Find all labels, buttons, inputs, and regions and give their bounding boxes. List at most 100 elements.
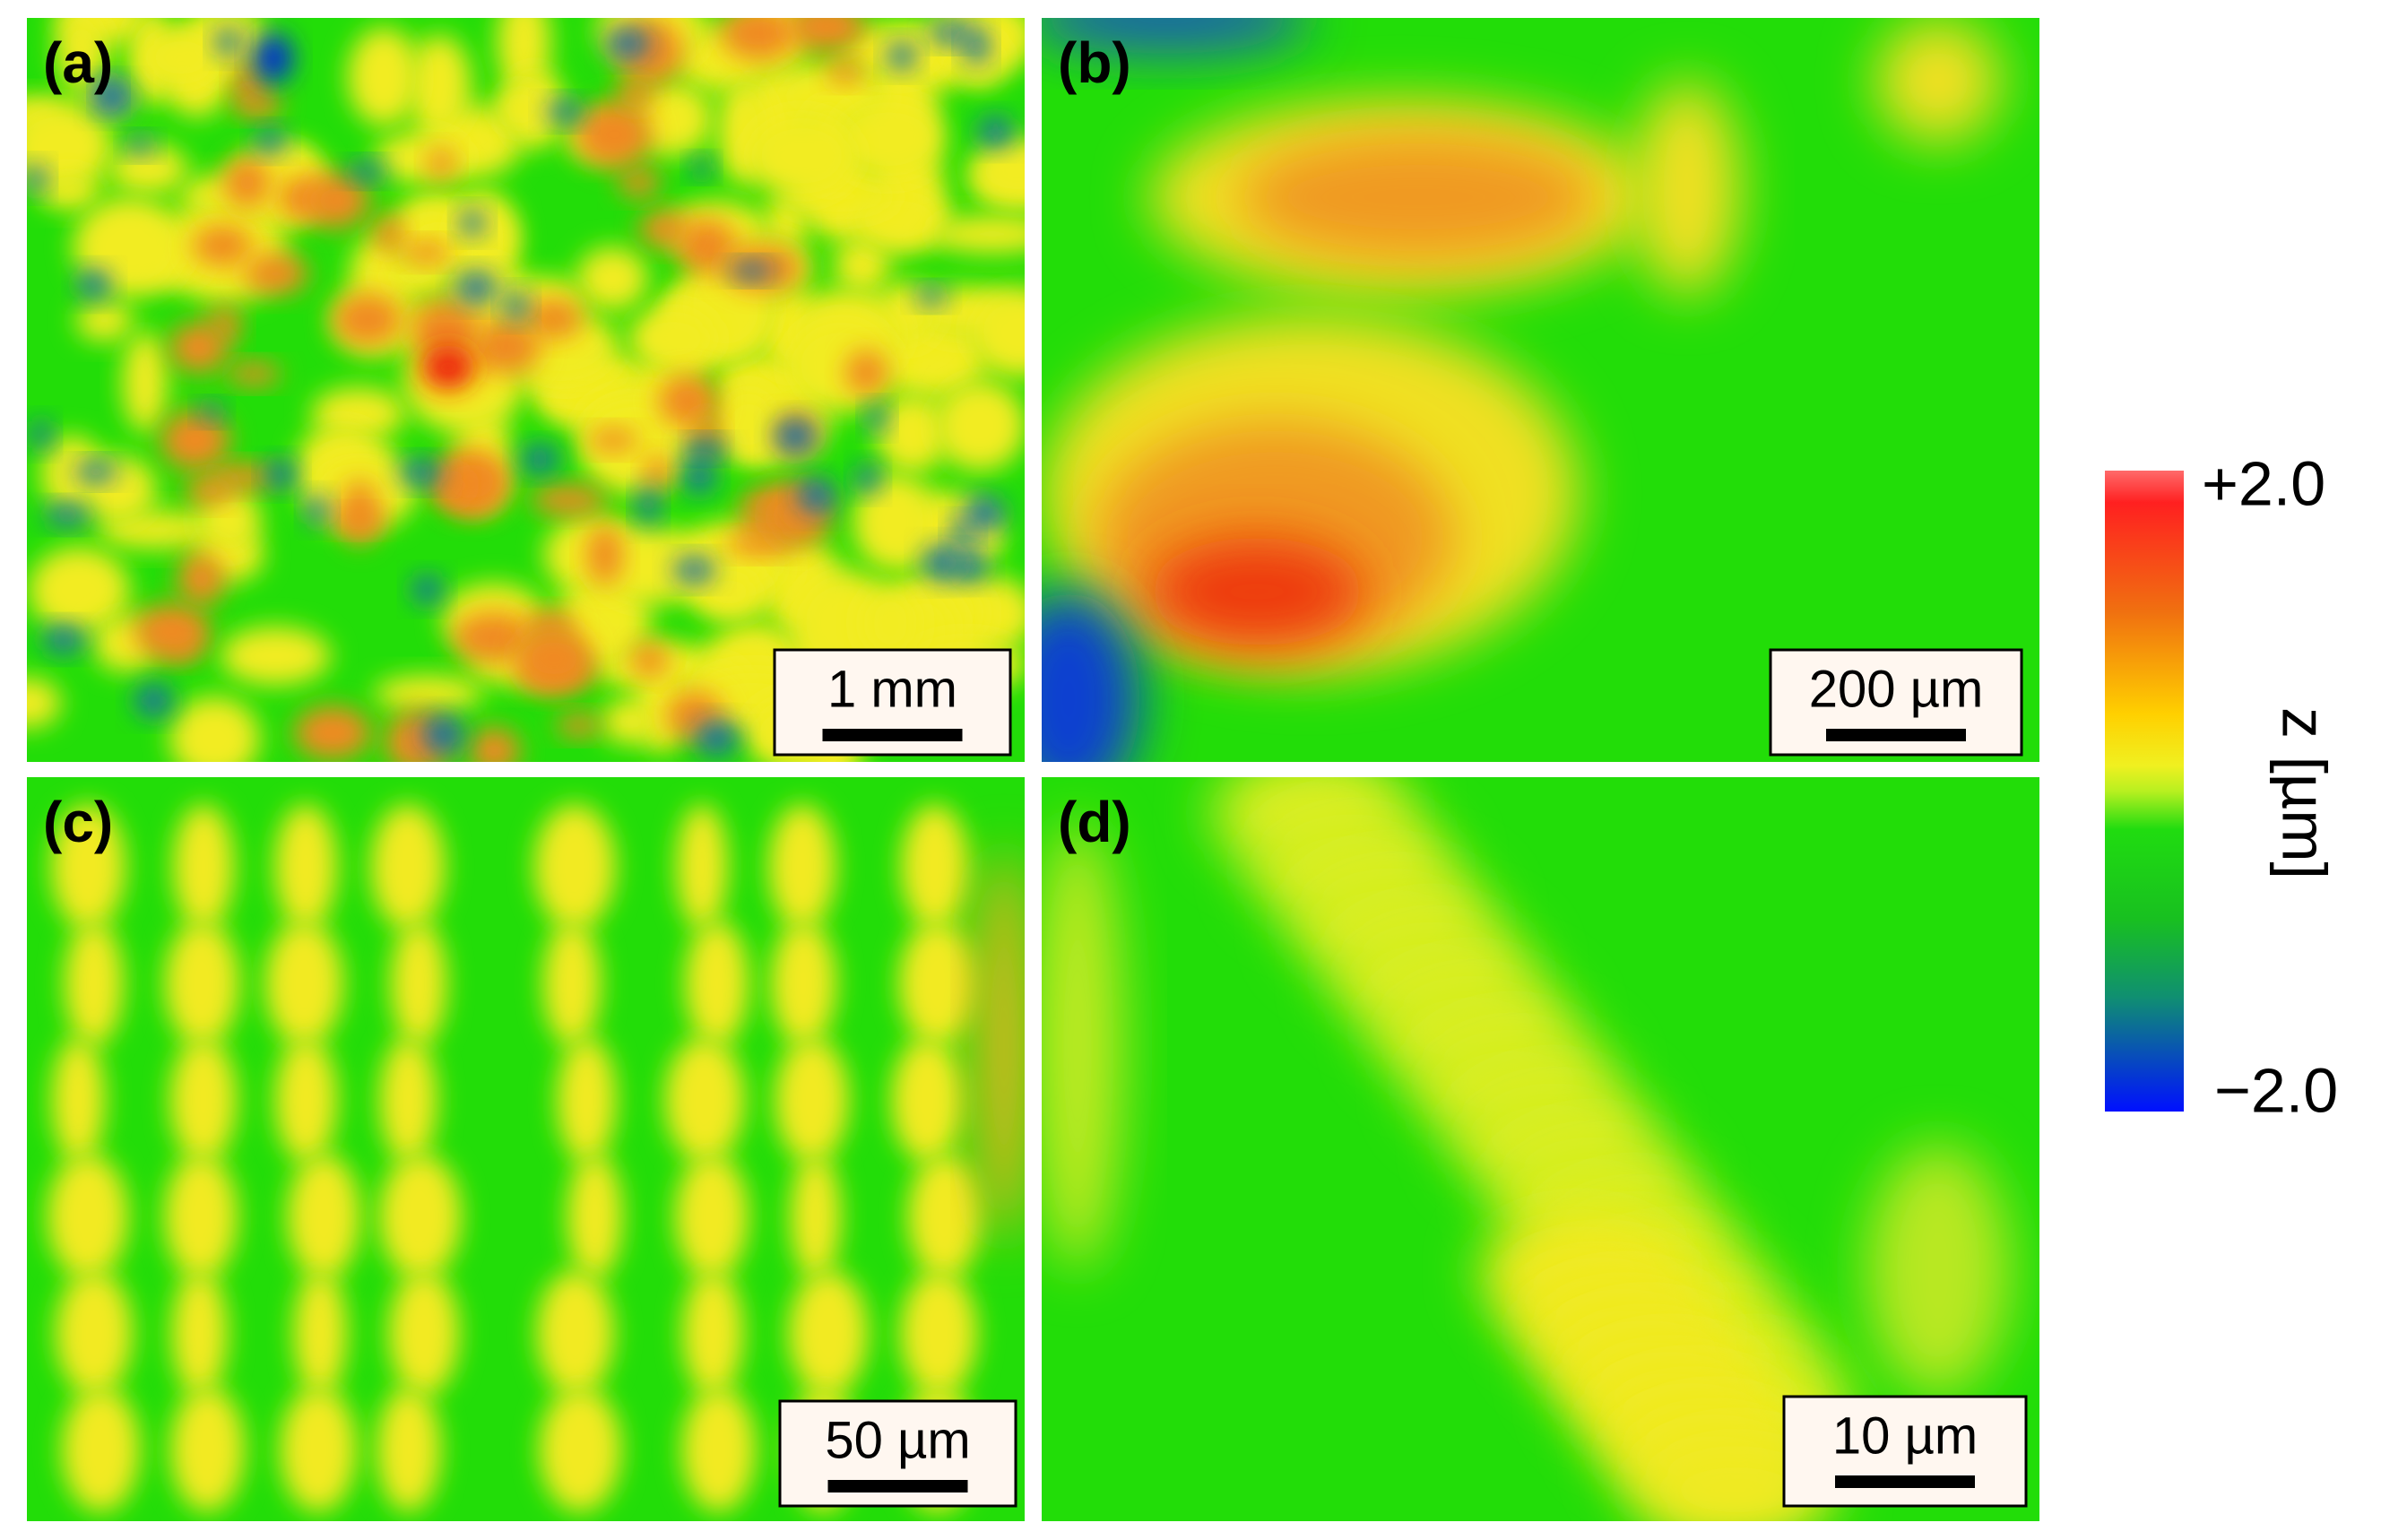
height-feature (859, 584, 922, 662)
height-feature (852, 473, 938, 572)
height-feature (797, 478, 836, 514)
height-map: (c) (27, 777, 1025, 1521)
height-feature (951, 550, 988, 582)
height-feature (605, 27, 650, 59)
height-feature (287, 1154, 360, 1279)
height-feature (827, 60, 864, 84)
height-feature (695, 720, 739, 757)
height-feature (411, 575, 443, 605)
height-feature (682, 438, 728, 459)
colorbar-max: +2.0 (2202, 448, 2325, 518)
height-feature (676, 804, 728, 930)
height-feature (108, 143, 188, 195)
height-feature (215, 27, 241, 57)
height-feature (495, 88, 546, 130)
height-feature (255, 128, 286, 154)
height-feature (503, 291, 530, 321)
height-feature (341, 480, 378, 545)
colorbar-label: z [µm] (2270, 707, 2340, 879)
height-feature (192, 225, 253, 266)
height-feature (280, 1387, 357, 1512)
height-feature (1042, 18, 1311, 54)
height-feature (55, 18, 108, 92)
height-feature (169, 696, 260, 762)
height-feature (968, 286, 1025, 378)
height-feature (775, 1037, 849, 1163)
panel-label: (c) (43, 790, 113, 854)
height-feature (1866, 1145, 2010, 1396)
height-feature (377, 1387, 441, 1512)
height-feature (628, 307, 717, 371)
height-feature (472, 318, 541, 375)
height-feature (61, 1387, 140, 1512)
height-feature (833, 236, 891, 294)
height-feature (51, 1037, 106, 1163)
height-feature (379, 1154, 462, 1279)
height-feature (169, 322, 228, 373)
height-feature (1239, 134, 1597, 260)
height-feature (421, 345, 475, 390)
height-feature (164, 1154, 238, 1279)
height-feature (264, 921, 343, 1046)
height-feature (725, 533, 796, 556)
height-feature (399, 460, 443, 486)
height-feature (770, 921, 837, 1046)
height-feature (220, 627, 331, 686)
height-feature (977, 849, 1025, 1243)
scale-bar (827, 1480, 968, 1492)
height-feature (388, 1270, 460, 1396)
scale-bar-box (773, 648, 1012, 757)
height-feature (720, 18, 797, 61)
height-feature (1875, 18, 2001, 143)
height-feature (56, 1270, 133, 1396)
height-feature (929, 22, 974, 46)
height-feature (44, 504, 91, 526)
height-feature (539, 1387, 622, 1512)
height-feature (402, 241, 451, 264)
height-feature (39, 171, 100, 210)
height-feature (730, 262, 774, 281)
colorbar-gradient (2105, 471, 2184, 1112)
height-feature (28, 547, 130, 635)
height-feature (347, 27, 420, 127)
height-feature (521, 445, 559, 474)
colorbar-min: −2.0 (2214, 1055, 2338, 1125)
height-feature (676, 218, 737, 274)
panel-label: (b) (1058, 30, 1131, 95)
height-feature (333, 293, 403, 346)
height-feature (746, 113, 857, 199)
height-feature (122, 331, 168, 433)
height-feature (468, 727, 520, 762)
height-feature (274, 1037, 338, 1163)
height-feature (768, 804, 836, 930)
height-feature (377, 254, 455, 299)
height-feature (1042, 822, 1122, 1270)
height-feature (160, 411, 230, 471)
height-feature (373, 675, 483, 713)
scale-bar (1835, 1475, 1975, 1488)
height-feature (638, 211, 689, 247)
height-feature (600, 698, 662, 745)
height-feature (617, 79, 654, 109)
height-feature (933, 379, 1025, 472)
height-feature (618, 169, 661, 197)
height-feature (964, 28, 989, 65)
height-feature (774, 418, 817, 454)
height-feature (226, 362, 281, 385)
height-feature (685, 921, 749, 1046)
height-feature (965, 495, 1005, 532)
height-feature (1633, 81, 1741, 296)
height-feature (411, 298, 481, 358)
height-feature (305, 495, 330, 526)
height-feature (304, 172, 370, 229)
height-feature (170, 1387, 245, 1512)
scale-bar-label: 200 µm (1809, 660, 1984, 718)
height-feature (690, 158, 713, 177)
height-feature (716, 387, 781, 463)
height-feature (682, 1270, 744, 1396)
height-feature (1149, 538, 1364, 645)
scale-bar-label: 50 µm (825, 1411, 970, 1469)
colorbar: +2.0 −2.0 z [µm] (2105, 448, 2340, 1125)
height-feature (672, 557, 716, 584)
height-feature (459, 209, 485, 237)
